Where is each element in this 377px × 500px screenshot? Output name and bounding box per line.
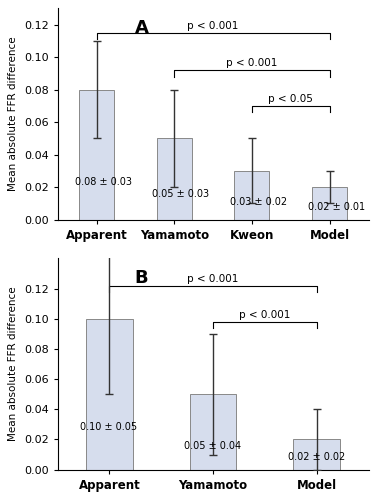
- Bar: [86, 318, 133, 470]
- Text: A: A: [135, 19, 149, 37]
- Text: p < 0.001: p < 0.001: [187, 21, 239, 31]
- Y-axis label: Mean absolute FFR difference: Mean absolute FFR difference: [8, 36, 18, 192]
- Text: p < 0.05: p < 0.05: [268, 94, 313, 104]
- Text: p < 0.001: p < 0.001: [239, 310, 291, 320]
- Bar: [157, 138, 192, 220]
- Text: 0.05 ± 0.04: 0.05 ± 0.04: [184, 441, 241, 451]
- Text: 0.08 ± 0.03: 0.08 ± 0.03: [75, 177, 132, 187]
- Bar: [293, 440, 340, 470]
- Text: B: B: [135, 269, 149, 287]
- Bar: [234, 171, 270, 220]
- Text: 0.03 ± 0.02: 0.03 ± 0.02: [230, 198, 287, 207]
- Text: 0.02 ± 0.02: 0.02 ± 0.02: [288, 452, 345, 462]
- Text: 0.05 ± 0.03: 0.05 ± 0.03: [152, 190, 210, 200]
- Text: p < 0.001: p < 0.001: [226, 58, 277, 68]
- Text: p < 0.001: p < 0.001: [187, 274, 239, 284]
- Text: 0.02 ± 0.01: 0.02 ± 0.01: [308, 202, 365, 211]
- Bar: [312, 187, 347, 220]
- Bar: [190, 394, 236, 469]
- Y-axis label: Mean absolute FFR difference: Mean absolute FFR difference: [8, 286, 18, 442]
- Bar: [79, 90, 114, 220]
- Text: 0.10 ± 0.05: 0.10 ± 0.05: [80, 422, 138, 432]
